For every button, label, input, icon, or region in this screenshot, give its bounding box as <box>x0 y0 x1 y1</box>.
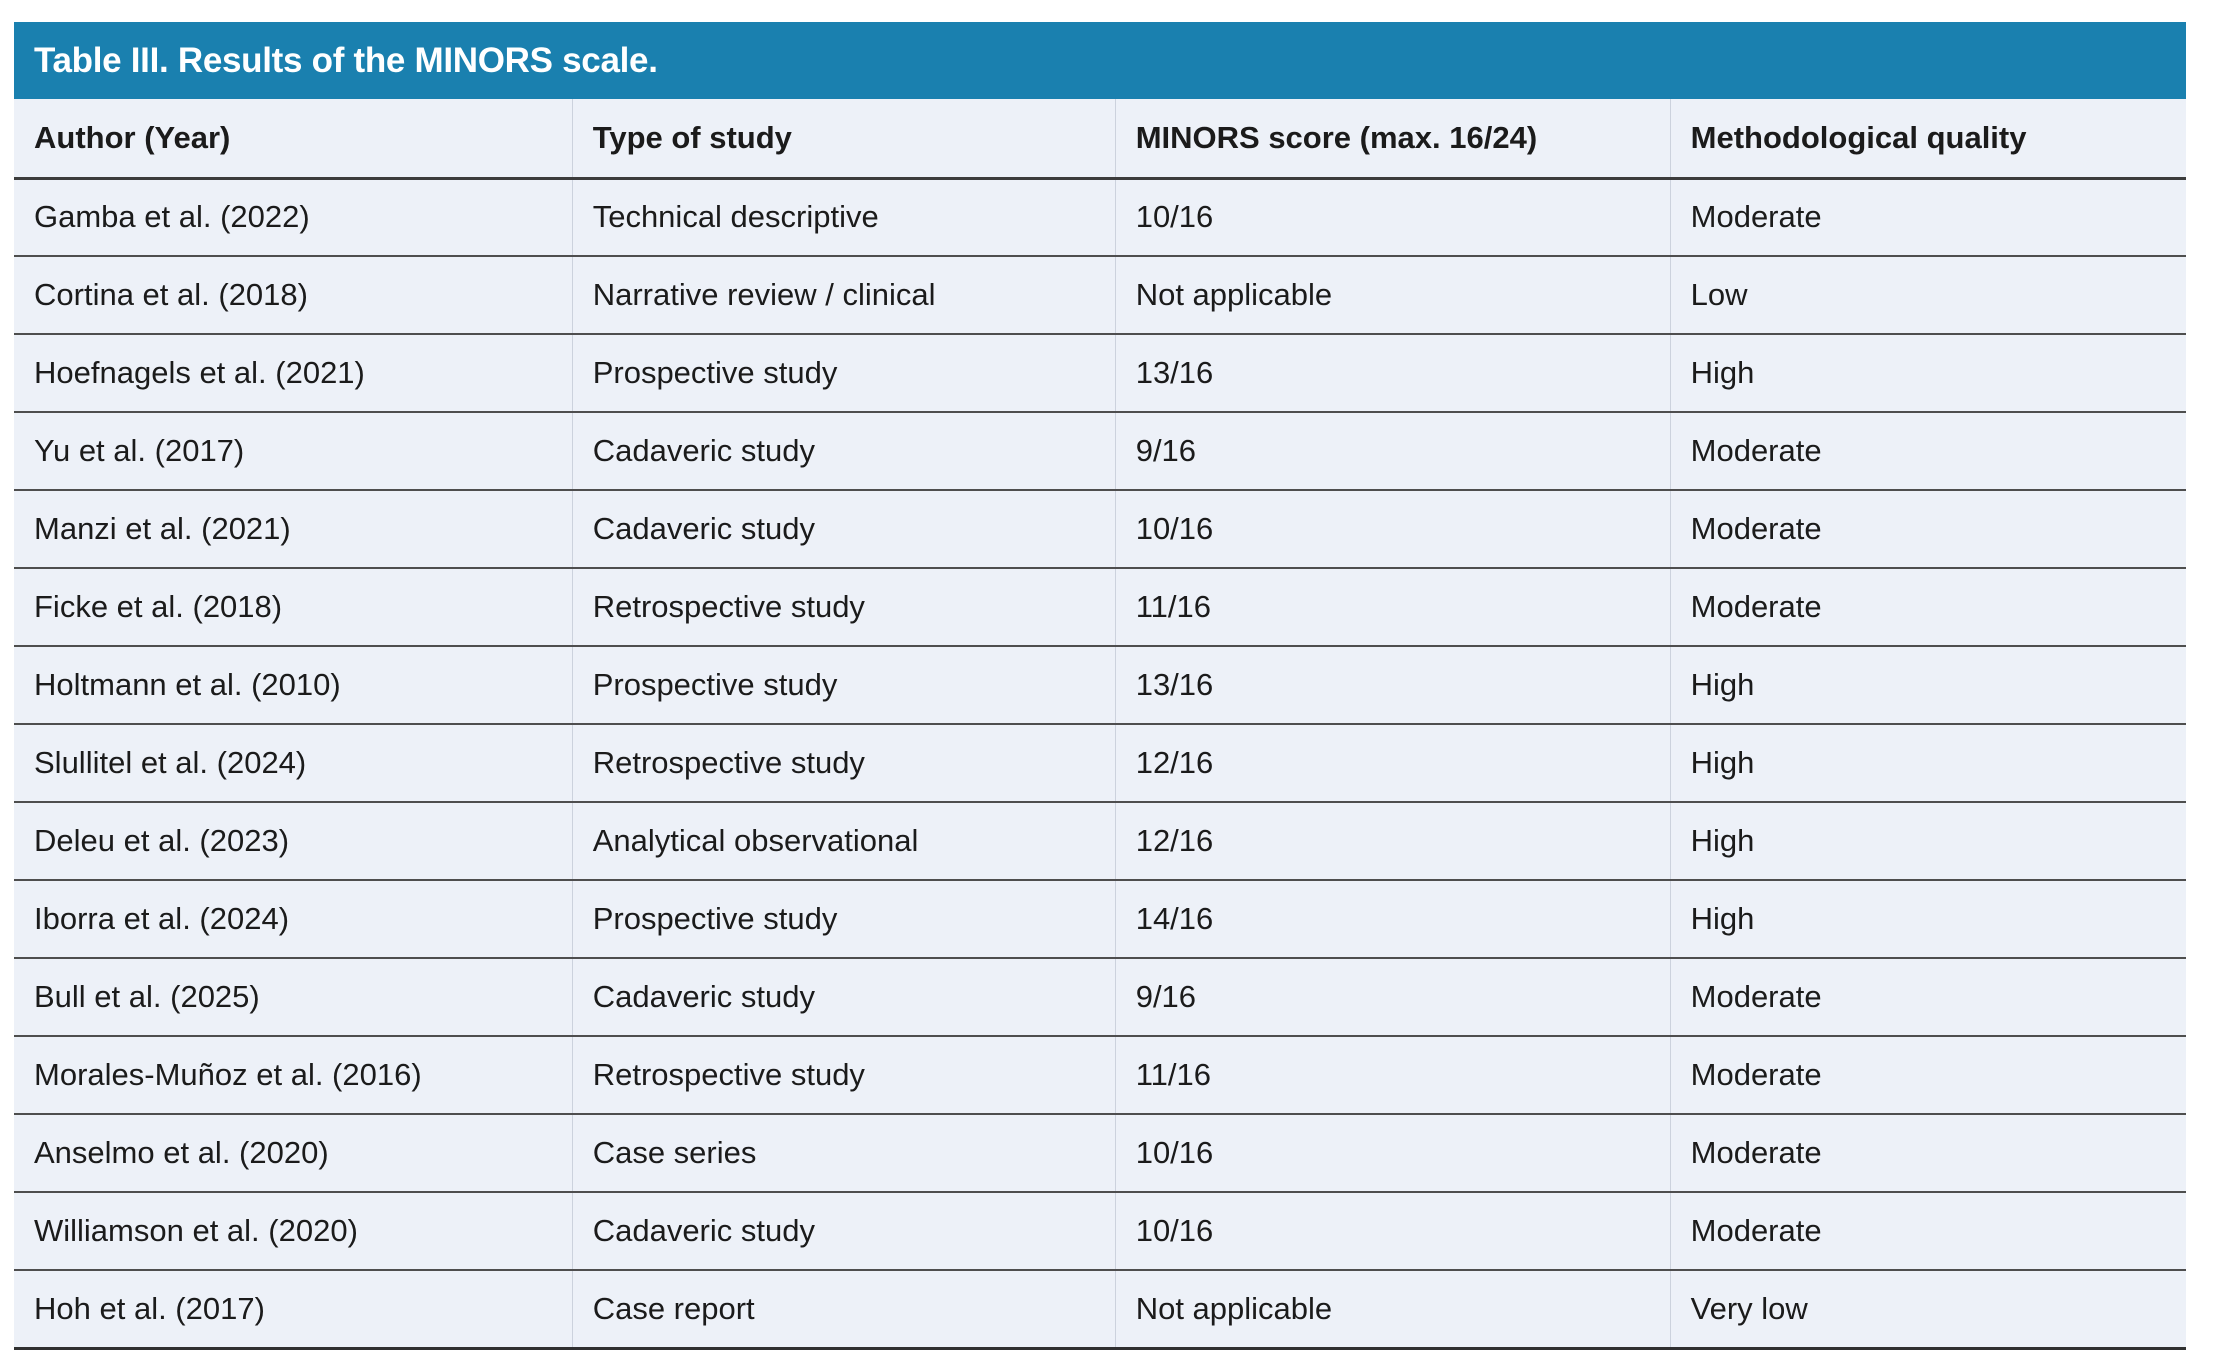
author-cell: Ficke et al. (2018) <box>14 568 573 647</box>
table-row: Gamba et al. (2022) Technical descriptiv… <box>14 178 2186 257</box>
col-header-study-type: Type of study <box>571 99 1116 180</box>
study-type-cell: Retrospective study <box>571 568 1116 647</box>
minors-table: Author (Year) Type of study MINORS score… <box>14 99 2186 1350</box>
author-cell: Anselmo et al. (2020) <box>14 1114 573 1193</box>
table-row: Iborra et al. (2024) Prospective study 1… <box>14 880 2186 959</box>
score-cell: 12/16 <box>1114 724 1671 803</box>
table-row: Slullitel et al. (2024) Retrospective st… <box>14 724 2186 803</box>
study-type-cell: Case series <box>571 1114 1116 1193</box>
quality-cell: Moderate <box>1669 958 2186 1037</box>
author-cell: Cortina et al. (2018) <box>14 256 573 335</box>
quality-cell: Moderate <box>1669 568 2186 647</box>
quality-cell: Low <box>1669 256 2186 335</box>
score-cell: 10/16 <box>1114 490 1671 569</box>
author-cell: Manzi et al. (2021) <box>14 490 573 569</box>
author-cell: Morales-Muñoz et al. (2016) <box>14 1036 573 1115</box>
score-cell: 11/16 <box>1114 568 1671 647</box>
quality-cell: High <box>1669 334 2186 413</box>
author-cell: Slullitel et al. (2024) <box>14 724 573 803</box>
score-cell: 11/16 <box>1114 1036 1671 1115</box>
score-cell: 9/16 <box>1114 958 1671 1037</box>
table-row: Morales-Muñoz et al. (2016) Retrospectiv… <box>14 1036 2186 1115</box>
study-type-cell: Analytical observational <box>571 802 1116 881</box>
score-cell: 12/16 <box>1114 802 1671 881</box>
table-row: Ficke et al. (2018) Retrospective study … <box>14 568 2186 647</box>
quality-cell: High <box>1669 880 2186 959</box>
quality-cell: Moderate <box>1669 1114 2186 1193</box>
table-title: Table III. Results of the MINORS scale. <box>34 40 658 80</box>
author-cell: Gamba et al. (2022) <box>14 178 573 257</box>
score-cell: 10/16 <box>1114 1114 1671 1193</box>
table-row: Bull et al. (2025) Cadaveric study 9/16 … <box>14 958 2186 1037</box>
quality-cell: Moderate <box>1669 490 2186 569</box>
table-row: Williamson et al. (2020) Cadaveric study… <box>14 1192 2186 1271</box>
author-cell: Iborra et al. (2024) <box>14 880 573 959</box>
study-type-cell: Case report <box>571 1270 1116 1350</box>
quality-cell: Moderate <box>1669 412 2186 491</box>
author-cell: Hoefnagels et al. (2021) <box>14 334 573 413</box>
table-row: Holtmann et al. (2010) Prospective study… <box>14 646 2186 725</box>
quality-cell: Very low <box>1669 1270 2186 1350</box>
author-cell: Yu et al. (2017) <box>14 412 573 491</box>
col-header-author: Author (Year) <box>14 99 573 180</box>
author-cell: Williamson et al. (2020) <box>14 1192 573 1271</box>
study-type-cell: Cadaveric study <box>571 958 1116 1037</box>
quality-cell: Moderate <box>1669 1036 2186 1115</box>
table-row: Cortina et al. (2018) Narrative review /… <box>14 256 2186 335</box>
study-type-cell: Prospective study <box>571 334 1116 413</box>
study-type-cell: Cadaveric study <box>571 412 1116 491</box>
header-row: Author (Year) Type of study MINORS score… <box>14 99 2186 180</box>
quality-cell: High <box>1669 802 2186 881</box>
author-cell: Hoh et al. (2017) <box>14 1270 573 1350</box>
study-type-cell: Prospective study <box>571 646 1116 725</box>
table-row: Hoh et al. (2017) Case report Not applic… <box>14 1270 2186 1350</box>
table-row: Deleu et al. (2023) Analytical observati… <box>14 802 2186 881</box>
quality-cell: High <box>1669 646 2186 725</box>
table-body: Gamba et al. (2022) Technical descriptiv… <box>14 178 2186 1350</box>
table-row: Manzi et al. (2021) Cadaveric study 10/1… <box>14 490 2186 569</box>
author-cell: Deleu et al. (2023) <box>14 802 573 881</box>
quality-cell: Moderate <box>1669 178 2186 257</box>
score-cell: 13/16 <box>1114 646 1671 725</box>
study-type-cell: Cadaveric study <box>571 490 1116 569</box>
author-cell: Bull et al. (2025) <box>14 958 573 1037</box>
author-cell: Holtmann et al. (2010) <box>14 646 573 725</box>
score-cell: Not applicable <box>1114 256 1671 335</box>
quality-cell: Moderate <box>1669 1192 2186 1271</box>
study-type-cell: Retrospective study <box>571 1036 1116 1115</box>
col-header-minors-score: MINORS score (max. 16/24) <box>1114 99 1671 180</box>
score-cell: 13/16 <box>1114 334 1671 413</box>
score-cell: 10/16 <box>1114 178 1671 257</box>
study-type-cell: Cadaveric study <box>571 1192 1116 1271</box>
score-cell: 10/16 <box>1114 1192 1671 1271</box>
table-row: Anselmo et al. (2020) Case series 10/16 … <box>14 1114 2186 1193</box>
score-cell: 14/16 <box>1114 880 1671 959</box>
table-row: Yu et al. (2017) Cadaveric study 9/16 Mo… <box>14 412 2186 491</box>
table-row: Hoefnagels et al. (2021) Prospective stu… <box>14 334 2186 413</box>
quality-cell: High <box>1669 724 2186 803</box>
score-cell: 9/16 <box>1114 412 1671 491</box>
score-cell: Not applicable <box>1114 1270 1671 1350</box>
study-type-cell: Prospective study <box>571 880 1116 959</box>
table-title-bar: Table III. Results of the MINORS scale. <box>14 22 2186 99</box>
study-type-cell: Narrative review / clinical <box>571 256 1116 335</box>
study-type-cell: Retrospective study <box>571 724 1116 803</box>
col-header-quality: Methodological quality <box>1669 99 2186 180</box>
minors-table-card: Table III. Results of the MINORS scale. … <box>14 22 2186 1350</box>
study-type-cell: Technical descriptive <box>571 178 1116 257</box>
